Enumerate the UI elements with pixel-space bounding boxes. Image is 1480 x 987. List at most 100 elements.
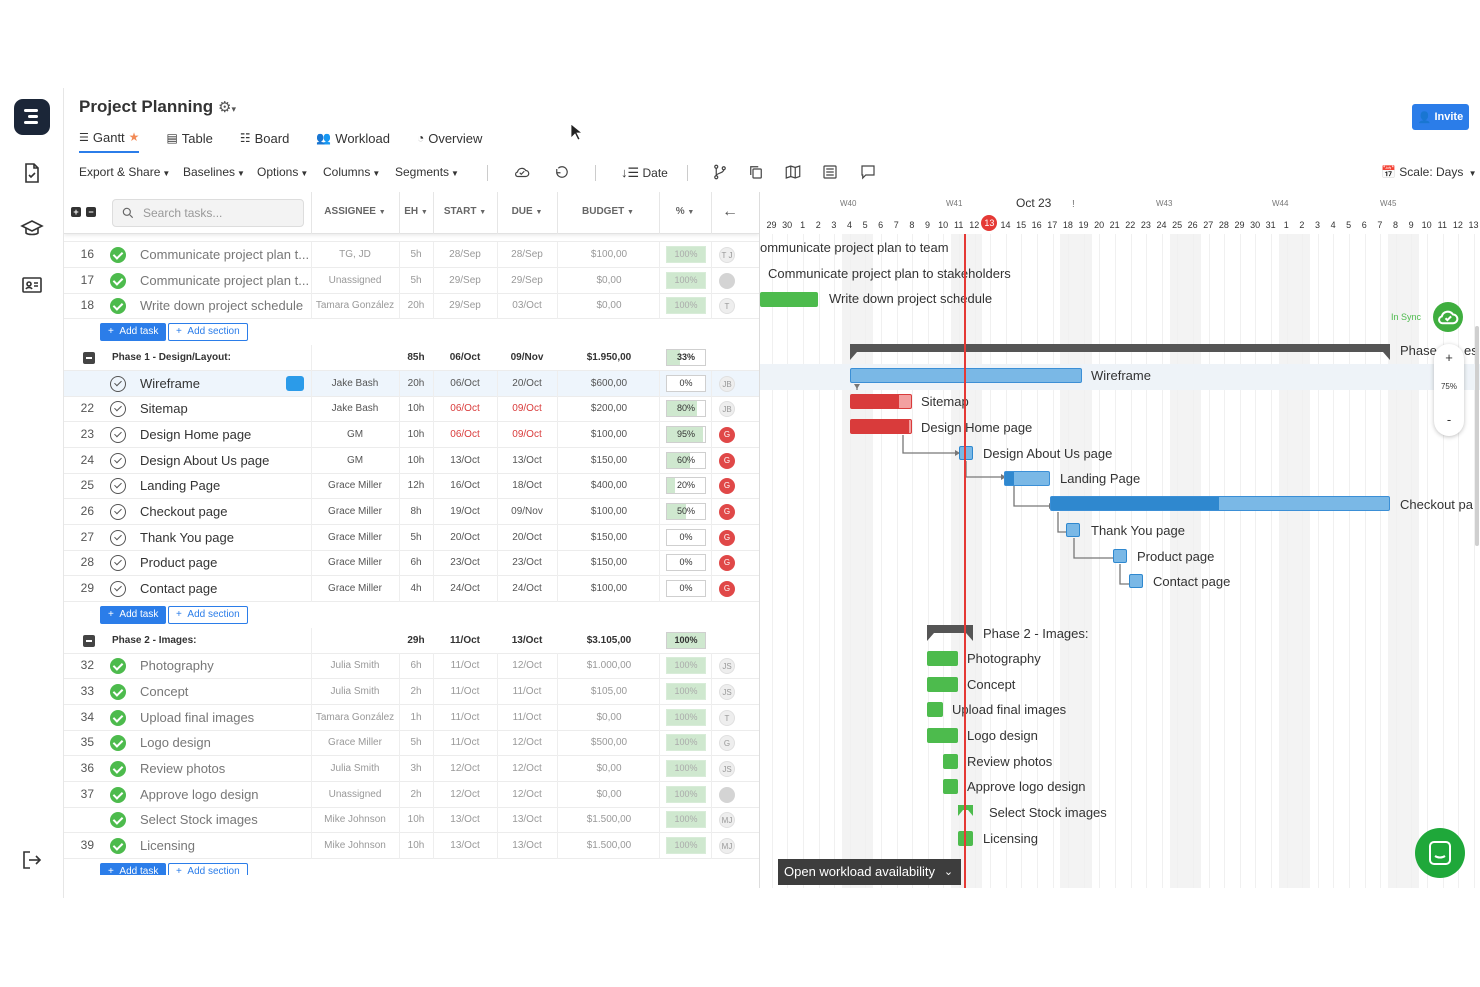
start-date[interactable]: 24/Oct xyxy=(450,583,480,595)
table-row[interactable]: 36 Review photos Julia Smith 3h 12/Oct 1… xyxy=(64,756,759,782)
copy-icon[interactable] xyxy=(747,163,765,181)
due-date[interactable]: 12/Oct xyxy=(512,660,542,672)
percent-complete[interactable]: 100% xyxy=(666,760,706,777)
vertical-scrollbar[interactable] xyxy=(1475,326,1479,546)
avatar[interactable]: T xyxy=(719,298,735,315)
task-checkbox[interactable] xyxy=(110,426,126,443)
milestone-about[interactable] xyxy=(959,446,973,460)
task-checkbox[interactable] xyxy=(110,272,126,289)
cloud-sync-button[interactable] xyxy=(1433,302,1463,332)
table-row[interactable]: 37 Approve logo design Unassigned 2h 12/… xyxy=(64,781,759,808)
table-row[interactable]: 33 Concept Julia Smith 2h 11/Oct 11/Oct … xyxy=(64,678,759,705)
assignee[interactable]: Unassigned xyxy=(328,788,382,800)
budget[interactable]: $0,00 xyxy=(596,711,622,723)
task-checkbox[interactable] xyxy=(110,709,126,726)
estimated-hours[interactable]: 12h xyxy=(407,480,425,492)
percent-complete[interactable]: 100% xyxy=(666,246,706,263)
budget[interactable]: $105,00 xyxy=(590,685,628,697)
undo-icon[interactable] xyxy=(553,163,571,181)
avatar[interactable] xyxy=(719,272,735,289)
task-checkbox[interactable] xyxy=(110,735,126,752)
percent-complete[interactable]: 50% xyxy=(666,503,706,520)
estimated-hours[interactable]: 20h xyxy=(407,377,425,389)
task-bar-logo[interactable] xyxy=(927,728,958,743)
task-name[interactable]: Design Home page xyxy=(140,426,252,442)
start-date[interactable]: 12/Oct xyxy=(450,788,480,800)
percent-complete[interactable]: 20% xyxy=(666,477,706,495)
table-row[interactable] xyxy=(64,216,759,242)
avatar[interactable] xyxy=(719,786,735,803)
avatar[interactable]: G xyxy=(719,478,735,495)
budget[interactable]: $0,00 xyxy=(596,763,622,774)
estimated-hours[interactable]: 5h xyxy=(410,249,422,260)
assignee[interactable]: Julia Smith xyxy=(330,763,380,774)
branch-icon[interactable] xyxy=(711,163,729,181)
task-bar-landing[interactable] xyxy=(1004,471,1050,486)
estimated-hours[interactable]: 5h xyxy=(410,737,422,749)
budget[interactable]: $0,00 xyxy=(596,274,622,286)
tab-board[interactable]: ☷ Board xyxy=(239,130,290,146)
invite-button[interactable]: 👤 Invite xyxy=(1412,104,1469,130)
search-input[interactable]: Search tasks... xyxy=(112,199,304,227)
table-row[interactable]: 16 Communicate project plan t... TG, JD … xyxy=(64,242,759,268)
start-date[interactable]: 13/Oct xyxy=(450,814,480,826)
column-due[interactable]: DUE ▼ xyxy=(511,206,543,217)
assignee[interactable]: Grace Miller xyxy=(328,557,382,569)
due-date[interactable]: 11/Oct xyxy=(512,711,542,723)
assignee[interactable]: GM xyxy=(346,428,364,440)
table-row[interactable]: 29 Contact page Grace Miller 4h 24/Oct 2… xyxy=(64,576,759,603)
budget[interactable]: $150,00 xyxy=(590,557,628,569)
task-bar-checkout[interactable] xyxy=(1050,496,1390,511)
assignee[interactable]: Jake Bash xyxy=(331,377,379,389)
budget[interactable]: $0,00 xyxy=(596,300,622,312)
estimated-hours[interactable]: 10h xyxy=(407,840,425,852)
task-checkbox[interactable] xyxy=(110,581,126,598)
due-date[interactable]: 09/Oct xyxy=(512,403,542,415)
budget[interactable]: $1.000,00 xyxy=(586,660,632,672)
due-date[interactable]: 11/Oct xyxy=(512,685,542,697)
budget[interactable]: $100,00 xyxy=(590,428,628,440)
tab-overview[interactable]: ◔ Overview xyxy=(416,130,483,146)
assignee[interactable]: Tamara González xyxy=(315,711,395,723)
task-bar[interactable] xyxy=(760,292,818,307)
budget[interactable]: $100,00 xyxy=(590,506,628,517)
assignee[interactable]: Grace Miller xyxy=(328,506,382,517)
task-name[interactable]: Concept xyxy=(140,683,189,699)
budget[interactable]: $150,00 xyxy=(590,531,628,543)
estimated-hours[interactable]: 2h xyxy=(410,685,422,697)
task-name[interactable]: Product page xyxy=(140,555,218,571)
table-row[interactable]: 28 Product page Grace Miller 6h 23/Oct 2… xyxy=(64,550,759,577)
start-date[interactable]: 29/Sep xyxy=(449,300,481,312)
contact-card-icon[interactable] xyxy=(20,273,44,297)
task-checkbox[interactable] xyxy=(110,812,126,829)
task-name[interactable]: Landing Page xyxy=(140,478,221,494)
chat-button[interactable] xyxy=(1415,828,1465,878)
table-row[interactable]: 27 Thank You page Grace Miller 5h 20/Oct… xyxy=(64,524,759,551)
table-row[interactable]: 22 Sitemap Jake Bash 10h 06/Oct 09/Oct $… xyxy=(64,396,759,423)
map-icon[interactable] xyxy=(784,163,802,181)
task-checkbox[interactable] xyxy=(110,761,126,777)
zoom-in-button[interactable]: + xyxy=(1445,350,1453,365)
due-date[interactable]: 13/Oct xyxy=(512,840,542,852)
export-share-menu[interactable]: Export & Share ▼ xyxy=(79,165,171,179)
add-task-button[interactable]: + Add task xyxy=(100,605,167,624)
table-row[interactable]: 18 Write down project schedule Tamara Go… xyxy=(64,293,759,320)
task-bar-sitemap[interactable] xyxy=(850,394,912,409)
avatar[interactable]: MJ xyxy=(719,838,735,855)
avatar[interactable]: G xyxy=(719,426,735,443)
settings-gear-icon[interactable]: ⚙▾ xyxy=(218,99,236,116)
assignee[interactable]: Unassigned xyxy=(328,274,382,286)
estimated-hours[interactable]: 20h xyxy=(407,300,425,312)
column-start[interactable]: START ▼ xyxy=(443,206,487,217)
start-date[interactable]: 12/Oct xyxy=(450,763,480,774)
assignee[interactable]: Grace Miller xyxy=(328,531,382,543)
task-checkbox[interactable] xyxy=(110,786,126,803)
zoom-out-button[interactable]: - xyxy=(1446,412,1452,427)
open-workload-button[interactable]: Open workload availability ⌄ xyxy=(778,859,962,885)
task-name[interactable]: Communicate project plan t... xyxy=(140,247,310,262)
assignee[interactable]: Mike Johnson xyxy=(324,814,386,826)
graduation-cap-icon[interactable] xyxy=(20,217,44,241)
task-checkbox[interactable] xyxy=(110,683,126,700)
percent-complete[interactable]: 0% xyxy=(666,374,706,392)
task-checkbox[interactable] xyxy=(110,504,126,520)
